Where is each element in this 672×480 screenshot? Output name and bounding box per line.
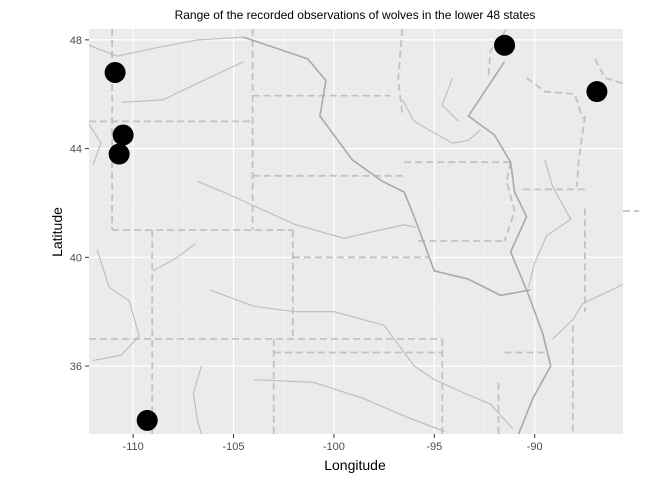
panel-background bbox=[89, 29, 623, 434]
observation-point bbox=[112, 124, 134, 146]
river bbox=[88, 123, 102, 166]
river bbox=[441, 77, 459, 122]
observation-point bbox=[494, 34, 516, 56]
river bbox=[192, 365, 202, 435]
state-border bbox=[526, 77, 584, 119]
river bbox=[552, 284, 624, 340]
river bbox=[253, 379, 445, 432]
y-tick-label: 48 bbox=[70, 35, 82, 47]
river bbox=[243, 36, 531, 297]
basemap-features bbox=[88, 28, 640, 435]
observation-point bbox=[104, 61, 126, 83]
observation-point bbox=[586, 81, 608, 103]
y-tick-label: 44 bbox=[70, 144, 82, 156]
observation-points bbox=[104, 34, 608, 431]
river bbox=[401, 99, 481, 144]
river bbox=[528, 159, 572, 288]
state-border bbox=[503, 162, 516, 242]
y-tick-label: 36 bbox=[70, 361, 82, 373]
x-tick-label: -95 bbox=[426, 441, 442, 453]
minor-gridlines bbox=[89, 29, 623, 434]
river bbox=[88, 36, 244, 57]
river bbox=[467, 61, 552, 435]
state-border bbox=[594, 58, 624, 85]
observation-point bbox=[136, 409, 158, 431]
plot-title: Range of the recorded observations of wo… bbox=[175, 8, 536, 22]
x-tick-label: -110 bbox=[123, 441, 144, 453]
x-tick-label: -100 bbox=[323, 441, 345, 453]
x-axis-title: Longitude bbox=[324, 457, 386, 473]
river bbox=[152, 243, 196, 272]
state-border bbox=[575, 115, 586, 187]
x-axis: -110 -105 -100 -95 -90 bbox=[123, 434, 543, 453]
plot-panel bbox=[88, 28, 640, 435]
state-border bbox=[397, 28, 404, 114]
observation-point bbox=[108, 143, 130, 165]
y-axis-title: Latitude bbox=[49, 207, 65, 257]
river bbox=[209, 289, 514, 429]
y-axis: 36 40 44 48 bbox=[70, 35, 89, 373]
y-tick-label: 40 bbox=[70, 252, 82, 264]
x-tick-label: -90 bbox=[527, 441, 543, 453]
state-border bbox=[487, 28, 508, 76]
river bbox=[92, 249, 140, 362]
river bbox=[121, 61, 244, 103]
x-tick-label: -105 bbox=[223, 441, 245, 453]
river bbox=[197, 180, 417, 239]
